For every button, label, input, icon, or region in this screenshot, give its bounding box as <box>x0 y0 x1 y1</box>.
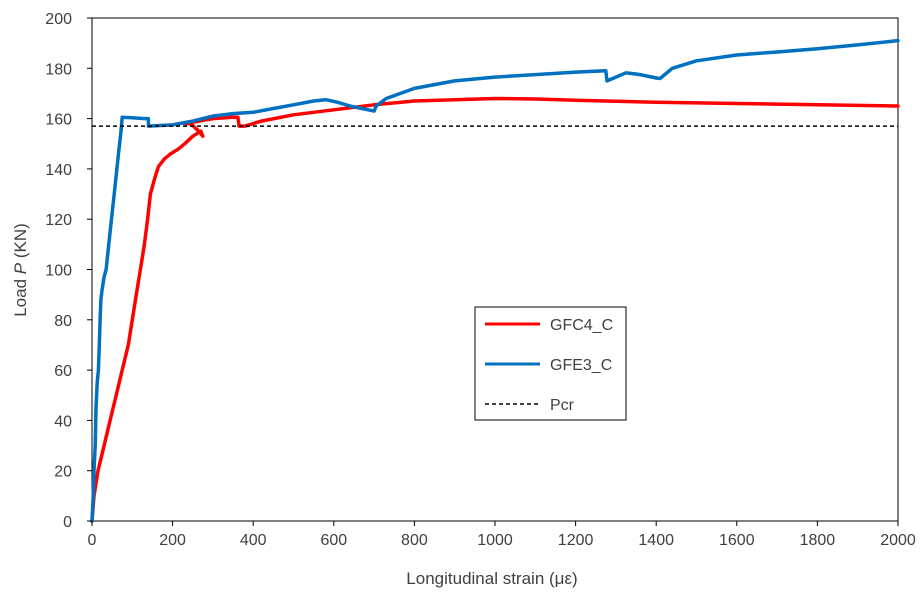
y-tick-label: 60 <box>54 363 72 380</box>
y-tick-label: 160 <box>45 112 72 129</box>
y-tick-label: 0 <box>63 514 72 531</box>
y-tick-label: 120 <box>45 212 72 229</box>
legend-label-gfe3-c: GFE3_C <box>550 357 612 374</box>
legend-label-pcr: Pcr <box>550 397 575 414</box>
y-tick-label: 200 <box>45 11 72 28</box>
y-axis-title-variable: P <box>11 262 30 274</box>
y-tick-label: 40 <box>54 413 72 430</box>
series-line-gfe3-c <box>90 38 900 523</box>
x-tick-label: 1600 <box>719 532 755 549</box>
y-tick-label: 80 <box>54 313 72 330</box>
series-line-gfc4-c <box>90 96 900 523</box>
y-tick-label: 140 <box>45 162 72 179</box>
x-tick-label: 1000 <box>477 532 513 549</box>
x-tick-label: 2000 <box>880 532 916 549</box>
y-tick-label: 100 <box>45 263 72 280</box>
x-tick-label: 200 <box>159 532 186 549</box>
y-tick-label: 20 <box>54 464 72 481</box>
x-axis-title: Longitudinal strain (με) <box>406 569 577 588</box>
legend: GFC4_C GFE3_C Pcr <box>474 306 627 421</box>
x-tick-label: 1200 <box>558 532 594 549</box>
y-axis-title-suffix: (KN) <box>11 223 30 263</box>
x-tick-label: 1800 <box>800 532 836 549</box>
y-axis-title-prefix: Load <box>11 274 30 317</box>
x-tick-label: 600 <box>320 532 347 549</box>
x-tick-label: 400 <box>240 532 267 549</box>
legend-label-gfc4-c: GFC4_C <box>550 317 613 334</box>
x-tick-label: 0 <box>88 532 97 549</box>
x-tick-label: 800 <box>401 532 428 549</box>
plot-area-border <box>91 17 899 522</box>
x-tick-label: 1400 <box>638 532 674 549</box>
y-axis-title: Load P (KN) <box>11 223 30 317</box>
y-tick-label: 180 <box>45 61 72 78</box>
